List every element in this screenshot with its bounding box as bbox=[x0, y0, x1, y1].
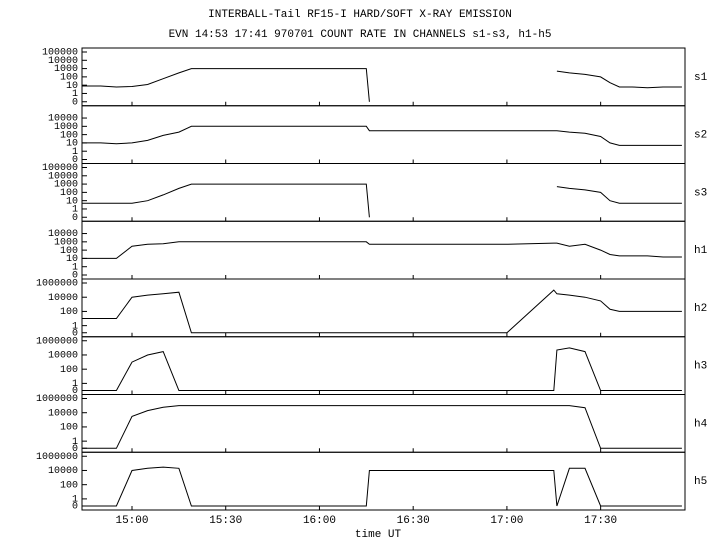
y-tick-label: 100 bbox=[60, 307, 78, 318]
chart-title: INTERBALL-Tail RF15-I HARD/SOFT X-RAY EM… bbox=[208, 9, 512, 21]
y-tick-label: 1000000 bbox=[36, 394, 78, 405]
y-tick-label: 100 bbox=[60, 365, 78, 376]
y-tick-label: 10 bbox=[66, 139, 78, 150]
panel-label: s2 bbox=[694, 130, 707, 142]
chart-subtitle: EVN 14:53 17:41 970701 COUNT RATE IN CHA… bbox=[169, 29, 552, 41]
series-line bbox=[82, 183, 682, 218]
y-tick-label: 0 bbox=[72, 97, 78, 108]
y-tick-label: 1 bbox=[72, 147, 78, 158]
y-tick-label: 1000000 bbox=[36, 336, 78, 347]
series-line bbox=[82, 466, 682, 507]
y-tick-label: 10000 bbox=[48, 114, 78, 125]
y-tick-label: 0 bbox=[72, 271, 78, 282]
y-tick-label: 10 bbox=[66, 81, 78, 92]
y-tick-label: 100 bbox=[60, 188, 78, 199]
panel-label: s3 bbox=[694, 187, 707, 199]
panel-label: h4 bbox=[694, 418, 708, 430]
y-tick-label: 0 bbox=[72, 502, 78, 513]
y-tick-label: 10000 bbox=[48, 408, 78, 419]
y-tick-label: 1000000 bbox=[36, 279, 78, 290]
y-tick-label: 1 bbox=[72, 205, 78, 216]
y-tick-label: 100000 bbox=[42, 48, 78, 59]
y-tick-label: 100 bbox=[60, 73, 78, 84]
y-tick-label: 10 bbox=[66, 254, 78, 265]
y-tick-label: 1 bbox=[72, 89, 78, 100]
panel-label: h5 bbox=[694, 476, 707, 488]
x-axis-label: time UT bbox=[355, 529, 402, 541]
y-tick-label: 1000000 bbox=[36, 452, 78, 463]
y-tick-label: 100000 bbox=[42, 163, 78, 174]
y-tick-label: 1 bbox=[72, 379, 78, 390]
y-tick-label: 10000 bbox=[48, 56, 78, 67]
panel-label: h2 bbox=[694, 303, 707, 315]
series-line bbox=[82, 405, 682, 449]
y-tick-label: 10000 bbox=[48, 293, 78, 304]
y-tick-label: 1000 bbox=[54, 122, 78, 133]
y-tick-label: 1000 bbox=[54, 180, 78, 191]
y-tick-label: 1 bbox=[72, 437, 78, 448]
y-tick-label: 1000 bbox=[54, 237, 78, 248]
series-line bbox=[82, 125, 682, 146]
y-tick-label: 100 bbox=[60, 480, 78, 491]
y-tick-label: 0 bbox=[72, 155, 78, 166]
y-tick-label: 10 bbox=[66, 196, 78, 207]
panel-label: s1 bbox=[694, 72, 708, 84]
y-tick-label: 1 bbox=[72, 262, 78, 273]
series-line bbox=[82, 68, 682, 102]
y-tick-label: 0 bbox=[72, 328, 78, 339]
x-tick-label: 16:30 bbox=[397, 515, 430, 527]
y-tick-label: 10000 bbox=[48, 351, 78, 362]
y-tick-label: 0 bbox=[72, 386, 78, 397]
x-tick-label: 17:30 bbox=[584, 515, 617, 527]
y-tick-label: 10000 bbox=[48, 171, 78, 182]
panel-frame bbox=[81, 451, 686, 511]
y-tick-label: 1 bbox=[72, 495, 78, 506]
series-line bbox=[82, 241, 682, 259]
x-tick-label: 15:00 bbox=[115, 515, 148, 527]
y-tick-label: 100 bbox=[60, 130, 78, 141]
y-tick-label: 100 bbox=[60, 246, 78, 257]
y-tick-label: 10000 bbox=[48, 466, 78, 477]
x-tick-label: 15:30 bbox=[209, 515, 242, 527]
y-tick-label: 10000 bbox=[48, 229, 78, 240]
panel-label: h1 bbox=[694, 245, 708, 257]
x-tick-label: 16:00 bbox=[303, 515, 336, 527]
y-tick-label: 1000 bbox=[54, 64, 78, 75]
y-tick-label: 0 bbox=[72, 444, 78, 455]
y-tick-label: 100 bbox=[60, 423, 78, 434]
y-tick-label: 1 bbox=[72, 321, 78, 332]
y-tick-label: 0 bbox=[72, 213, 78, 224]
panel-label: h3 bbox=[694, 361, 707, 373]
x-tick-label: 17:00 bbox=[490, 515, 523, 527]
